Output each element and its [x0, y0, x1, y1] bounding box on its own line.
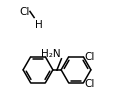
Text: H: H: [35, 19, 42, 29]
Text: H₂N: H₂N: [41, 49, 60, 59]
Text: Cl: Cl: [85, 79, 95, 88]
Text: Cl: Cl: [85, 52, 95, 62]
Text: Cl: Cl: [20, 7, 30, 17]
